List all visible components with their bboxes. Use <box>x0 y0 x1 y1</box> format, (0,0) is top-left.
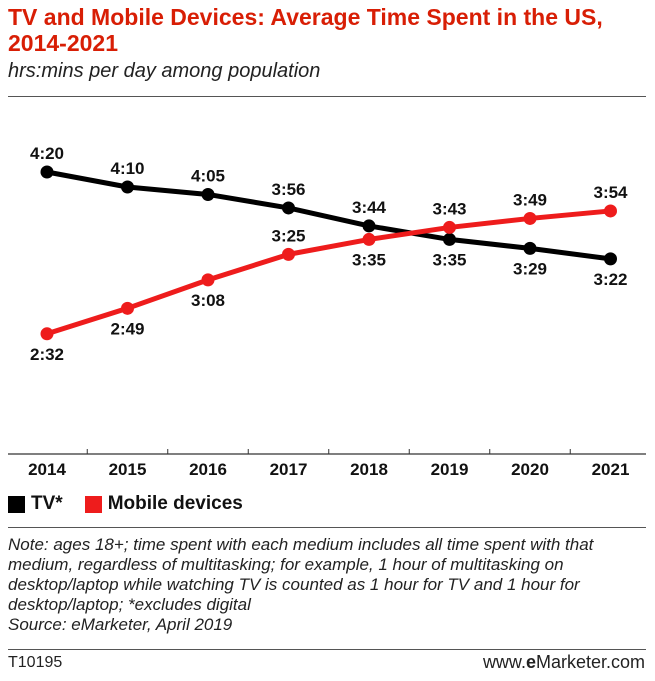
mobile-data-label: 3:54 <box>593 183 628 202</box>
mobile-data-point <box>121 301 134 315</box>
line-chart: 2014 2015 2016 2017 2018 2019 2020 2021 4:20 4:1… <box>8 144 646 479</box>
chart-note: Note: ages 18+; time spent with each med… <box>8 535 648 635</box>
tv-data-label: 4:05 <box>191 166 225 185</box>
top-rule <box>8 96 646 97</box>
tv-data-point <box>443 232 456 246</box>
mobile-data-label: 3:25 <box>271 226 305 245</box>
mobile-data-label: 2:32 <box>30 345 64 364</box>
tv-data-label: 3:44 <box>352 198 387 217</box>
x-tick-label: 2019 <box>431 460 469 479</box>
tv-data-label: 4:10 <box>110 159 144 178</box>
chart-subtitle: hrs:mins per day among population <box>8 60 321 82</box>
tv-data-label: 3:29 <box>513 259 547 278</box>
tv-data-point <box>523 241 537 255</box>
tv-data-point <box>40 165 54 179</box>
x-tick-label: 2015 <box>109 460 147 479</box>
legend-item-tv: TV* <box>8 493 63 515</box>
brand-url[interactable]: www.eMarketer.com <box>483 652 645 673</box>
legend-item-mobile: Mobile devices <box>84 493 243 515</box>
source-text: Source: eMarketer, April 2019 <box>8 615 233 634</box>
tv-data-label: 3:35 <box>432 250 466 269</box>
tv-data-point <box>362 219 376 233</box>
legend-swatch-mobile <box>84 495 102 513</box>
mobile-data-point <box>201 273 215 287</box>
chart-title: TV and Mobile Devices: Average Time Spen… <box>8 4 603 56</box>
mobile-data-point <box>523 211 537 225</box>
mobile-data-label: 3:35 <box>352 250 386 269</box>
x-tick-label: 2021 <box>592 460 630 479</box>
tv-data-label: 3:22 <box>593 270 627 289</box>
note-text: Note: ages 18+; time spent with each med… <box>8 535 594 614</box>
x-axis-ticks <box>86 449 571 454</box>
series-lines <box>46 169 611 337</box>
tv-data-point <box>201 187 215 201</box>
chart-id: T10195 <box>8 654 63 671</box>
series-points <box>40 165 617 341</box>
mobile-data-label: 3:08 <box>191 291 225 310</box>
mobile-data-point <box>443 220 456 234</box>
tv-data-label: 4:20 <box>30 144 64 163</box>
footer-rule <box>8 649 646 650</box>
note-rule <box>8 527 646 528</box>
tv-data-point <box>121 180 134 194</box>
legend: TV* Mobile devices <box>8 493 265 515</box>
brand-rest: Marketer.com <box>535 652 645 672</box>
mobile-data-point <box>282 247 295 261</box>
x-tick-label: 2020 <box>511 460 549 479</box>
mobile-data-point <box>604 204 617 218</box>
brand-prefix: www. <box>482 652 526 672</box>
series-line-tv <box>46 169 611 262</box>
legend-label-mobile: Mobile devices <box>107 493 243 514</box>
series-data-labels: 4:20 4:10 4:05 3:56 3:44 3:35 3:29 3:22 2:32 2:49… <box>30 144 628 364</box>
brand-e: e <box>525 652 536 672</box>
series-line-mobile <box>46 208 611 337</box>
x-tick-label: 2017 <box>270 460 308 479</box>
x-tick-label: 2016 <box>189 460 227 479</box>
tv-data-point <box>282 201 295 215</box>
mobile-data-point <box>40 327 54 341</box>
tv-data-point <box>604 252 617 266</box>
mobile-data-label: 3:49 <box>513 190 547 209</box>
x-tick-label: 2014 <box>28 460 66 479</box>
legend-swatch-tv <box>8 495 25 513</box>
mobile-data-point <box>362 232 376 246</box>
mobile-data-label: 2:49 <box>110 319 144 338</box>
tv-data-label: 3:56 <box>271 180 305 199</box>
legend-label-tv: TV* <box>31 493 63 514</box>
x-tick-label: 2018 <box>350 460 388 479</box>
x-axis-labels: 2014 2015 2016 2017 2018 2019 2020 2021 <box>28 460 629 479</box>
mobile-data-label: 3:43 <box>432 199 466 218</box>
